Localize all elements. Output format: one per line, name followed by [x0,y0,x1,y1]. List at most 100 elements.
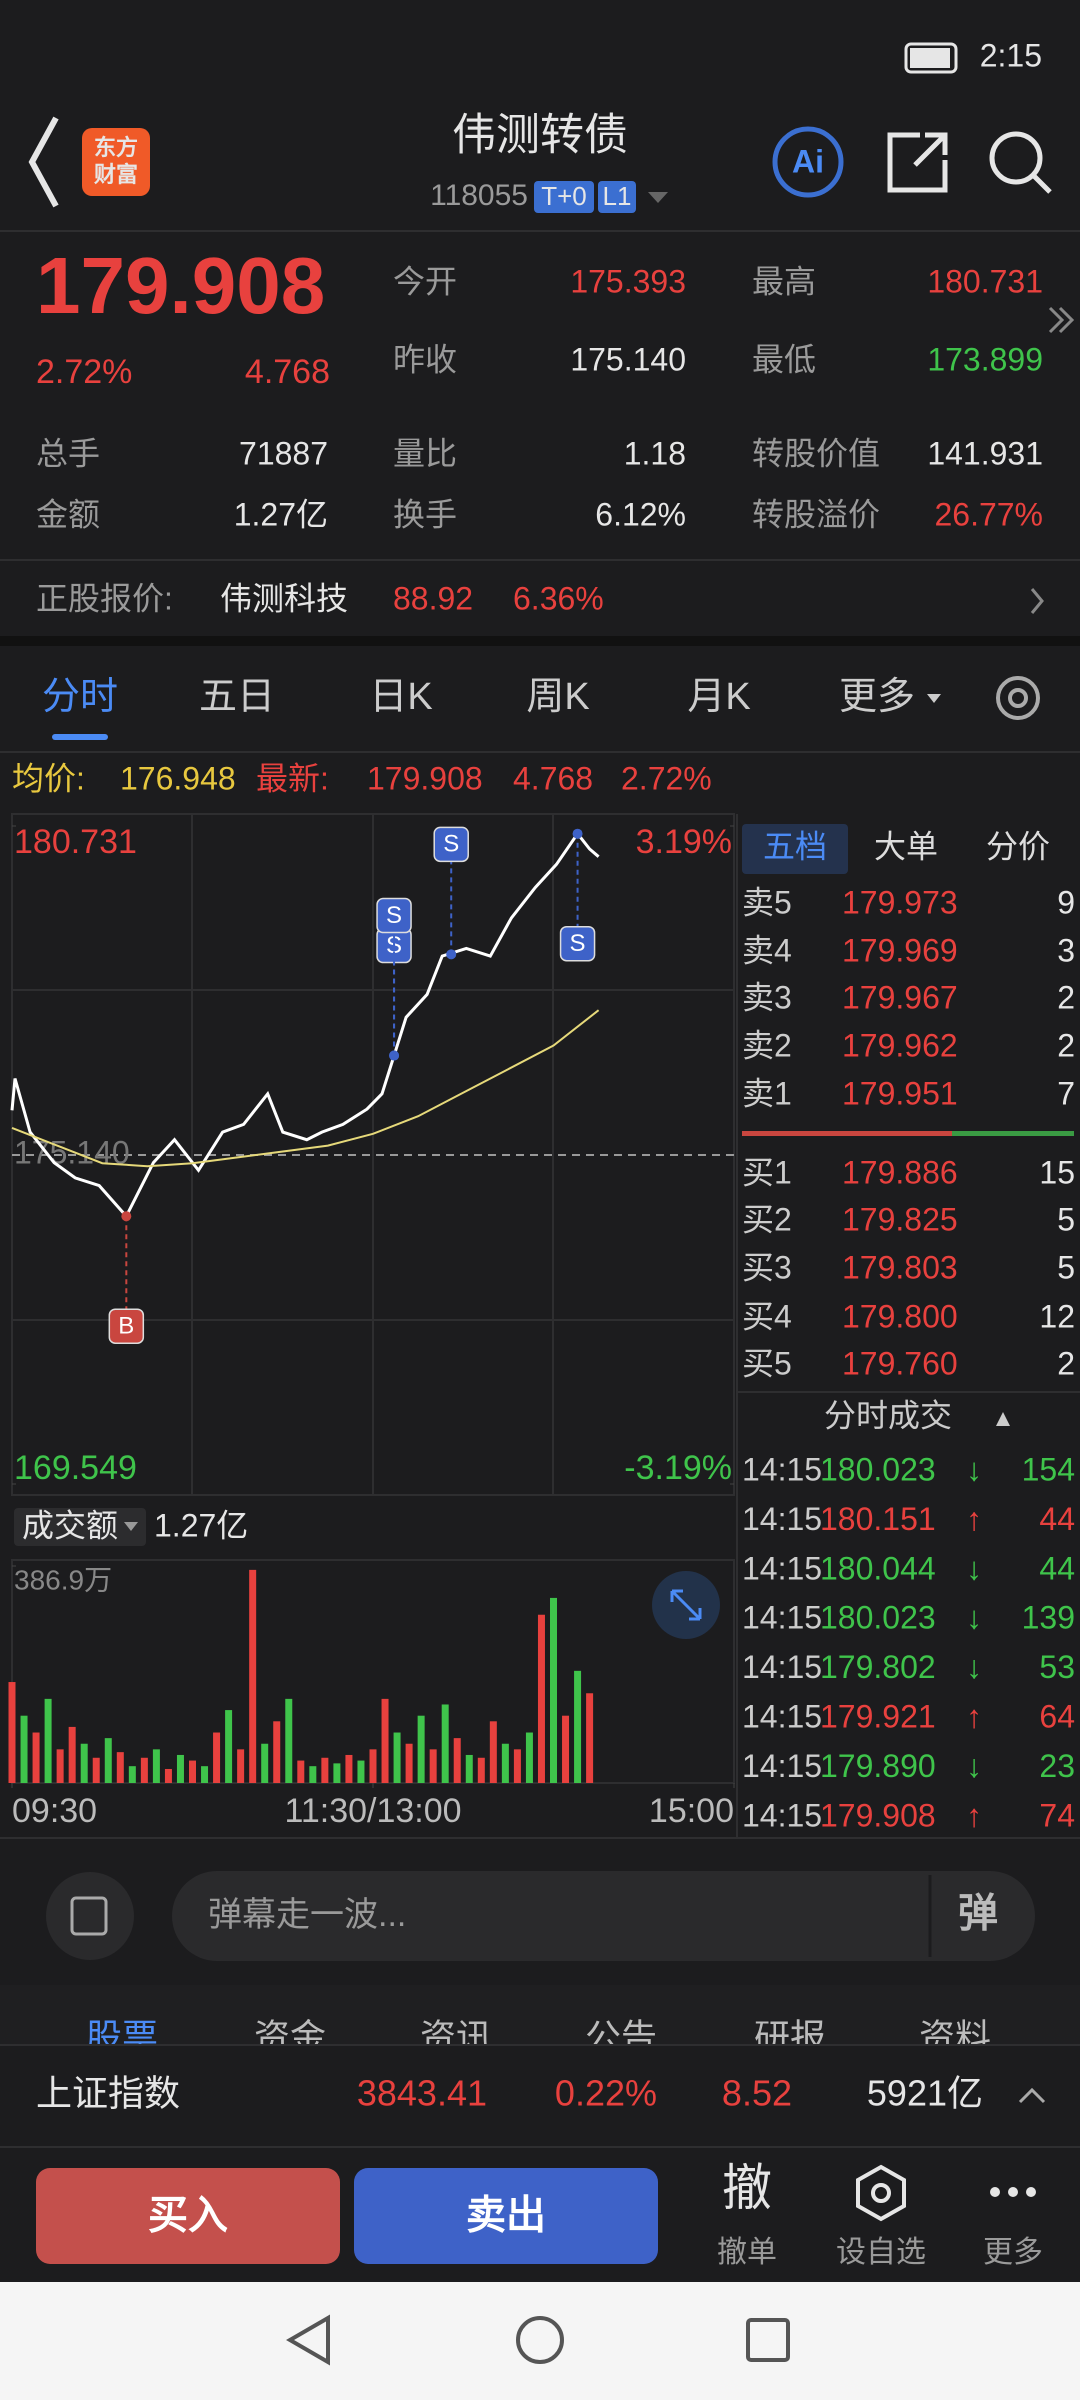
dropdown-icon [124,1522,138,1531]
tab[interactable]: 日K [369,676,432,718]
book-qty: 2 [1057,979,1075,1015]
book-qty: 2 [1057,1345,1075,1381]
trade-direction: ↑ [966,1501,982,1537]
field-value: 173.899 [927,341,1043,377]
book-label: 卖3 [742,979,792,1015]
field-label: 总手 [36,435,100,471]
volume-bar [176,1754,184,1783]
volume-bar [513,1749,521,1783]
trade-direction: ↓ [966,1748,982,1784]
danmaku-input[interactable] [172,1871,1035,1961]
volume-bar [417,1715,425,1783]
trades-toggle[interactable] [996,1412,1010,1426]
price: 179.908 [36,241,325,330]
marker-box [108,1308,145,1344]
tab[interactable]: 周K [526,676,589,718]
code: 118055 [430,179,528,212]
trade-qty: 139 [1022,1600,1075,1636]
trade-qty: 154 [1022,1451,1075,1487]
settings-button[interactable] [996,676,1040,720]
logo-text: 东方 [94,135,138,160]
back-button[interactable] [28,116,59,208]
y-tick-label: 180.731 [14,823,137,861]
field-value: 71887 [239,435,328,471]
trade-direction: ↓ [966,1649,982,1685]
trade-direction: ↓ [966,1600,982,1636]
gear-center [1008,688,1028,708]
stock-label: 正股报价: [36,580,173,616]
field-value: 175.393 [570,263,686,299]
marker-point [389,1050,400,1061]
tag [598,181,636,213]
title: 伟测转债 [452,111,628,160]
volume-bar [44,1698,52,1783]
volume-selector[interactable] [14,1508,146,1546]
tab[interactable]: 月K [687,676,750,718]
book-label: 卖1 [742,1075,792,1111]
nav-back[interactable] [286,2314,330,2366]
logo-text: 财富 [94,162,138,187]
cancel-icon[interactable]: 撤 [722,2160,772,2216]
book-tab-active [742,824,848,874]
volume-bar [140,1757,148,1783]
book-tab[interactable]: 大单 [874,828,938,864]
index-change-pct: 0.22% [555,2073,657,2114]
tab[interactable]: 分时 [42,676,118,718]
field-label: 最高 [752,263,816,299]
danmaku-button[interactable]: 弹 [958,1892,998,1936]
volume-bar [285,1698,293,1783]
index-name[interactable]: 上证指数 [36,2073,180,2114]
volume-bar [8,1682,16,1783]
last-value: 179.908 [367,760,483,796]
book-price: 179.760 [842,1345,958,1381]
band [0,636,1080,646]
volume-bar [453,1738,461,1783]
field-label: 金额 [36,496,100,532]
trade-direction: ↑ [966,1698,982,1734]
tab[interactable]: 五日 [199,676,275,718]
share-button[interactable] [887,132,948,193]
trade-time: 14:15 [742,1501,822,1537]
book-price: 179.951 [842,1075,958,1111]
dropdown-icon[interactable] [648,192,668,203]
battery-icon [904,42,958,74]
volume-bar [393,1732,401,1783]
book-label: 买5 [742,1345,792,1381]
book-tab[interactable]: 五档 [763,828,827,864]
ai-button[interactable] [772,126,844,198]
buy-sell-ratio [742,1131,952,1136]
book-qty: 3 [1057,932,1075,968]
stock-arrow[interactable] [1030,588,1044,614]
expand-arrow[interactable] [1018,2087,1046,2104]
marker-point [572,828,583,839]
marker-point [121,1211,132,1222]
field-value: 1.18 [624,435,686,471]
nav-home[interactable] [516,2316,564,2364]
more-label[interactable]: 更多 [983,2236,1043,2269]
search-button[interactable] [989,131,1043,185]
cancel-label[interactable]: 撤单 [717,2236,777,2269]
more-dot [1026,2187,1036,2197]
danmaku-settings[interactable] [46,1872,134,1960]
gear [996,676,1040,720]
book-label: 卖5 [742,884,792,920]
buy-button[interactable] [36,2168,340,2264]
watch-label[interactable]: 设自选 [836,2236,926,2269]
nav-recent[interactable] [746,2318,790,2362]
dropdown-icon [927,694,941,703]
sell-text: 卖出 [466,2194,546,2238]
marker-box [559,925,596,962]
tab[interactable]: 更多 [839,676,915,718]
book-price: 179.969 [842,932,958,968]
volume-bar [32,1732,40,1783]
stock-name[interactable]: 伟测科技 [220,580,348,616]
book-qty: 7 [1057,1075,1075,1111]
buy-text: 买入 [148,2194,228,2238]
change-pct: 2.72% [36,353,132,391]
book-tab[interactable]: 分价 [986,828,1050,864]
expand-arrow[interactable] [1048,306,1075,334]
marker-point [446,949,457,960]
watch-icon[interactable] [856,2164,906,2222]
sell-button[interactable] [354,2168,658,2264]
